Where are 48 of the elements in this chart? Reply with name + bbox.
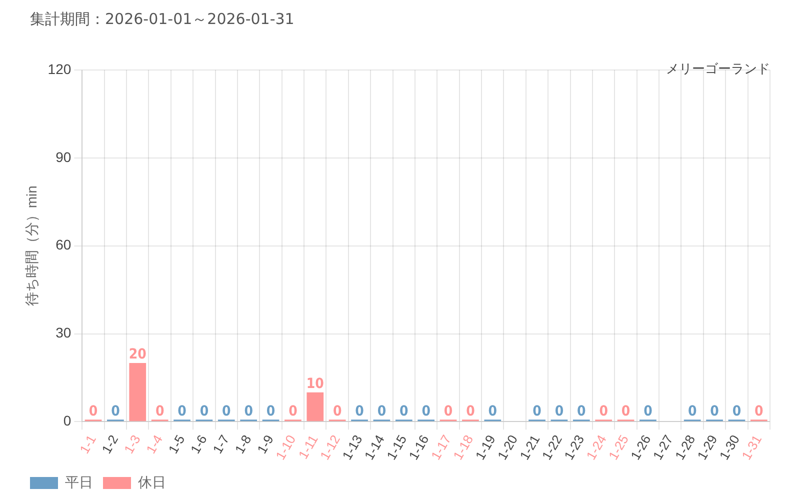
data-label: 0 <box>288 403 298 420</box>
y-tick-label: 120 <box>48 60 72 77</box>
data-label: 0 <box>200 403 209 420</box>
data-label: 20 <box>128 346 147 363</box>
x-tick-label: 1-2 <box>98 432 122 456</box>
data-label: 0 <box>377 403 386 420</box>
data-label: 0 <box>244 403 254 420</box>
x-tick-label: 1-4 <box>143 432 166 456</box>
y-tick-label: 30 <box>56 324 72 341</box>
data-label: 0 <box>266 403 276 420</box>
data-label: 0 <box>155 403 164 420</box>
data-label: 0 <box>466 403 476 420</box>
x-tick-label: 1-6 <box>188 432 210 456</box>
data-label: 0 <box>688 403 697 420</box>
data-label: 0 <box>332 403 342 420</box>
data-label: 0 <box>621 403 630 420</box>
data-label: 0 <box>400 403 409 420</box>
data-label: 0 <box>754 403 764 420</box>
chart-subtitle: メリーゴーランド <box>666 61 770 78</box>
chart-title: 集計期間：2026-01-01～2026-01-31 <box>30 10 294 29</box>
data-label: 0 <box>111 403 120 420</box>
y-axis-title: 待ち時間（分）min <box>23 186 40 306</box>
data-label: 0 <box>488 403 498 420</box>
x-tick-label: 1-1 <box>76 432 99 456</box>
x-tick-label: 1-9 <box>254 432 276 456</box>
data-label: 0 <box>422 403 431 420</box>
y-tick-label: 0 <box>63 412 72 429</box>
x-tick-label: 1-7 <box>210 432 232 456</box>
x-tick-label: 1-8 <box>232 432 254 456</box>
x-tick-label: 1-3 <box>120 432 144 456</box>
data-label: 0 <box>444 403 453 420</box>
data-label: 0 <box>532 403 542 420</box>
data-label: 0 <box>577 403 586 420</box>
data-label: 0 <box>599 403 608 420</box>
data-label: 0 <box>732 403 742 420</box>
y-tick-label: 90 <box>56 148 72 165</box>
data-label: 0 <box>644 403 653 420</box>
legend-label: 平日 <box>65 474 93 490</box>
data-label: 10 <box>306 376 324 392</box>
data-label: 0 <box>554 403 564 420</box>
x-tick-label: 1-5 <box>165 432 188 456</box>
data-label: 0 <box>355 403 364 420</box>
data-label: 0 <box>710 403 720 420</box>
data-label: 0 <box>222 403 231 420</box>
y-tick-label: 60 <box>56 236 72 253</box>
data-label: 0 <box>178 403 187 420</box>
legend-label: 休日 <box>138 474 166 490</box>
data-label: 0 <box>88 403 98 420</box>
